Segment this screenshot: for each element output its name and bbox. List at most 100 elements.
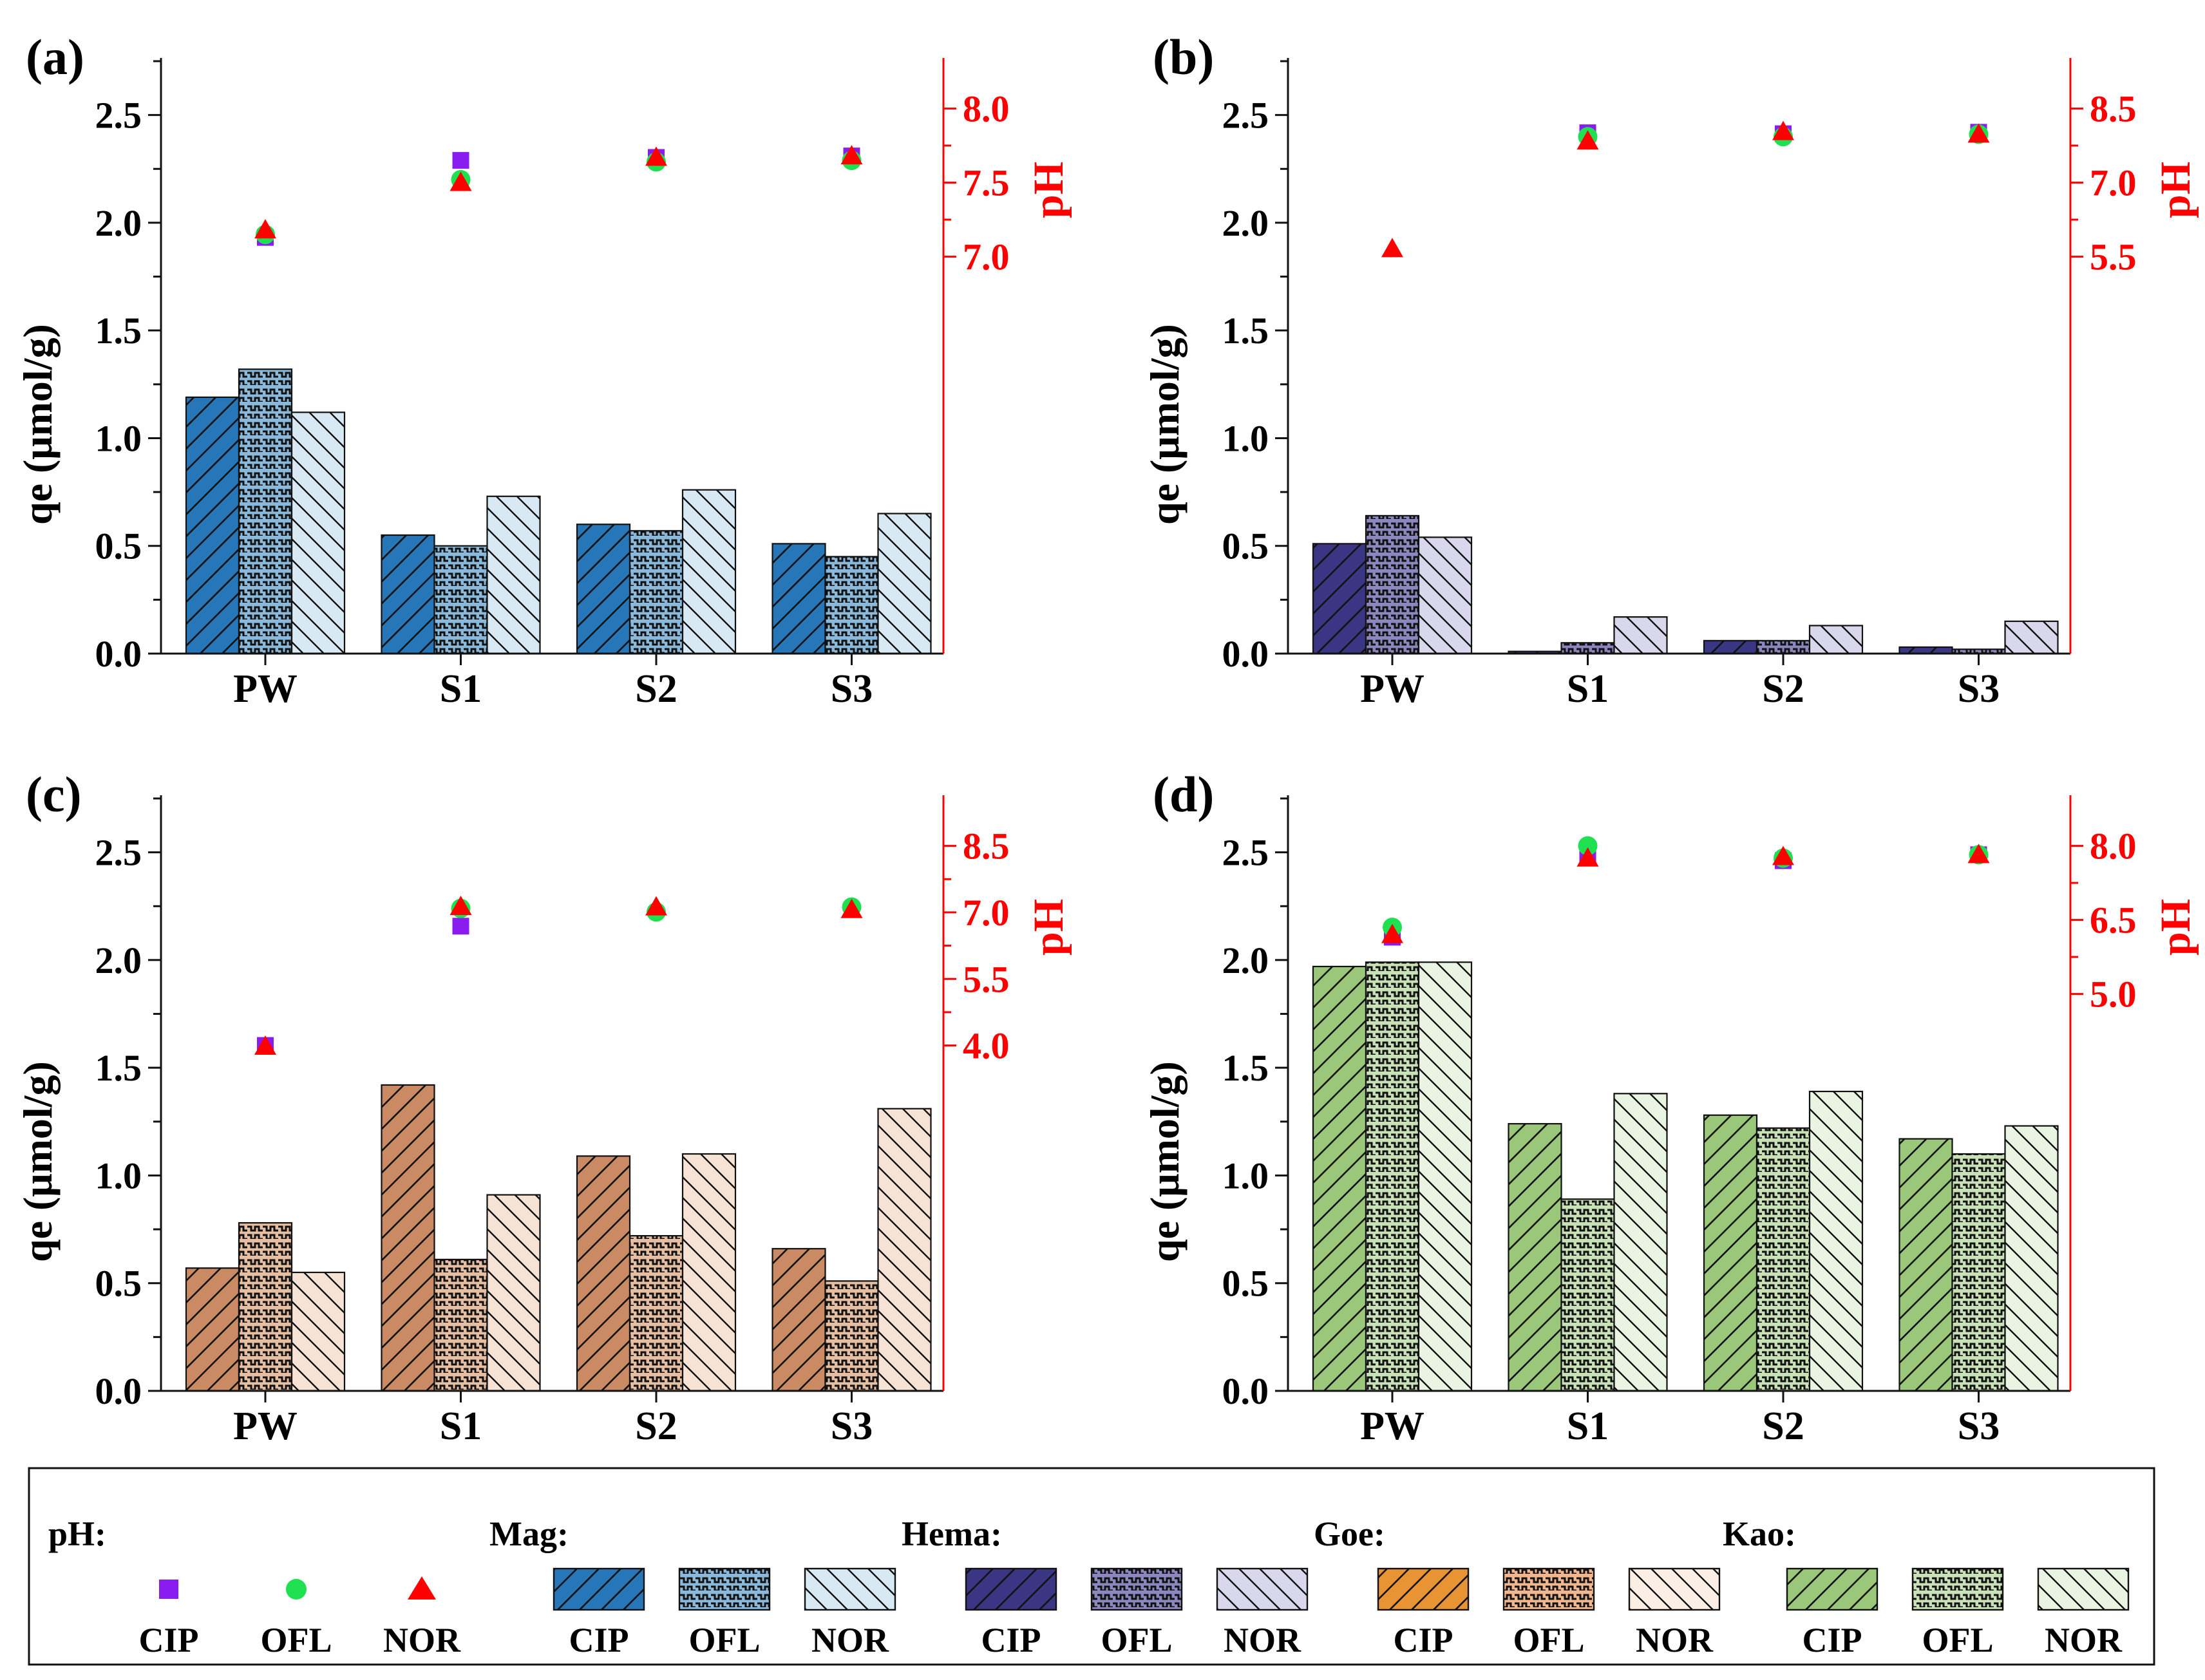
legend-swatch-label: CIP (981, 1621, 1041, 1659)
y-tick-label: 2.0 (95, 202, 142, 244)
y-tick-label: 2.5 (95, 832, 142, 874)
y-axis-title: qe (μmol/g) (1142, 1061, 1188, 1262)
bar-hatch (290, 1271, 346, 1392)
x-tick-label: S1 (440, 667, 482, 711)
bar-hatch (629, 1235, 684, 1392)
ph-marker-nor (645, 146, 667, 166)
bar-kao-ofl-s1 (1560, 1198, 1615, 1392)
ph-tick-label: 6.5 (2090, 900, 2137, 941)
bar-hatch (2004, 620, 2059, 655)
swatch-hatch (965, 1567, 1057, 1611)
ph-axis-label: pH (1025, 162, 1072, 218)
x-tick-label: S1 (1567, 667, 1609, 711)
bar-hatch (1808, 625, 1864, 655)
ph-marker-nor (1967, 123, 1990, 143)
legend-swatch-label: CIP (1803, 1621, 1862, 1659)
bar-hatch (1560, 642, 1615, 655)
swatch-hatch (804, 1567, 896, 1611)
legend-swatch-mag-ofl (678, 1567, 771, 1611)
ph-marker-nor (1772, 845, 1794, 865)
ph-tick-label: 5.0 (2090, 974, 2137, 1015)
bar-hatch (381, 534, 435, 655)
bar-hema-cip-s2 (1703, 639, 1758, 655)
ph-axis-label: pH (2152, 899, 2199, 956)
legend-group-title: Kao: (1723, 1515, 1796, 1553)
legend-swatch-hema-cip (965, 1567, 1057, 1611)
legend-swatch-hema-nor (1216, 1567, 1309, 1611)
ph-marker-nor (1772, 120, 1794, 140)
bar-mag-cip-s2 (576, 524, 631, 655)
ph-axis-label: pH (1025, 899, 1072, 956)
bar-hatch (877, 513, 932, 655)
bar-hatch (238, 1222, 293, 1392)
x-tick-label: S2 (1762, 1404, 1804, 1448)
bar-mag-ofl-s1 (433, 545, 488, 655)
x-tick-label: S3 (831, 1404, 873, 1448)
legend-swatch-label: NOR (2045, 1621, 2123, 1659)
bar-hatch (771, 543, 826, 655)
bar-hatch (629, 530, 684, 655)
x-tick-label: S2 (1762, 667, 1804, 711)
ph-marker-nor (840, 145, 863, 165)
bar-hema-cip-pw (1312, 543, 1367, 655)
swatch-hatch (678, 1567, 771, 1611)
ph-tick-label: 8.0 (2090, 826, 2137, 867)
legend-marker-cip (159, 1580, 178, 1599)
bar-hema-nor-pw (1417, 536, 1473, 655)
ph-tick-label: 7.5 (963, 162, 1010, 204)
ph-axis-title: pH (1025, 899, 1072, 956)
bar-hatch (433, 545, 488, 655)
x-tick-label: S2 (635, 1404, 677, 1448)
ph-marker-nor (254, 1035, 276, 1055)
legend-swatch-goe-cip (1377, 1567, 1470, 1611)
y-tick-label: 1.5 (1222, 1047, 1269, 1089)
swatch-hatch (1502, 1567, 1595, 1611)
y-tick-label: 0.0 (95, 1370, 142, 1412)
x-tick-label: S2 (635, 667, 677, 711)
bar-hatch (877, 1108, 932, 1392)
bar-hema-cip-s3 (1898, 646, 1953, 655)
bar-hatch (1365, 961, 1420, 1392)
bar-mag-ofl-pw (238, 368, 293, 655)
ph-tick-label: 7.0 (2090, 162, 2137, 204)
panel-label: (b) (1153, 29, 1214, 85)
bar-mag-cip-pw (185, 396, 240, 655)
bar-hatch (1755, 639, 1811, 655)
ph-tick-label: 7.0 (963, 236, 1010, 278)
legend-swatch-goe-ofl (1502, 1567, 1595, 1611)
bar-goe-cip-s3 (771, 1248, 826, 1392)
bar-hatch (1898, 1138, 1953, 1392)
legend-group-title: Goe: (1314, 1515, 1385, 1553)
swatch-hatch (1628, 1567, 1721, 1611)
y-tick-label: 2.0 (95, 939, 142, 981)
y-tick-label: 1.0 (1222, 1155, 1269, 1196)
bar-hatch (824, 556, 879, 655)
y-tick-label: 0.0 (1222, 1370, 1269, 1412)
legend-marker-ofl (286, 1579, 307, 1600)
x-tick-label: S3 (1958, 667, 2000, 711)
legend-swatch-label: CIP (569, 1621, 629, 1659)
bar-kao-nor-s3 (2004, 1125, 2059, 1392)
ph-tick-label: 5.5 (963, 958, 1010, 1000)
legend-swatch-label: OFL (688, 1621, 760, 1659)
bar-hatch (1417, 961, 1473, 1392)
legend-swatch-goe-nor (1628, 1567, 1721, 1611)
y-tick-label: 2.5 (1222, 832, 1269, 874)
x-tick-label: S1 (440, 1404, 482, 1448)
ph-marker-nor (1967, 844, 1990, 864)
bar-hatch (486, 495, 541, 655)
bar-goe-cip-s2 (576, 1155, 631, 1392)
bar-hatch (1613, 616, 1668, 655)
bar-kao-nor-pw (1417, 961, 1473, 1392)
bar-hatch (576, 524, 631, 655)
bar-hatch (824, 1280, 879, 1392)
bar-hema-ofl-pw (1365, 514, 1420, 655)
ph-tick-label: 8.5 (963, 826, 1010, 867)
x-tick-label: S3 (831, 667, 873, 711)
ph-marker-cip (452, 918, 469, 935)
y-axis-title: qe (μmol/g) (15, 1061, 61, 1262)
ph-marker-cip (452, 152, 469, 169)
ph-axis-title: pH (2152, 899, 2199, 956)
legend-title: pH: (48, 1515, 106, 1553)
